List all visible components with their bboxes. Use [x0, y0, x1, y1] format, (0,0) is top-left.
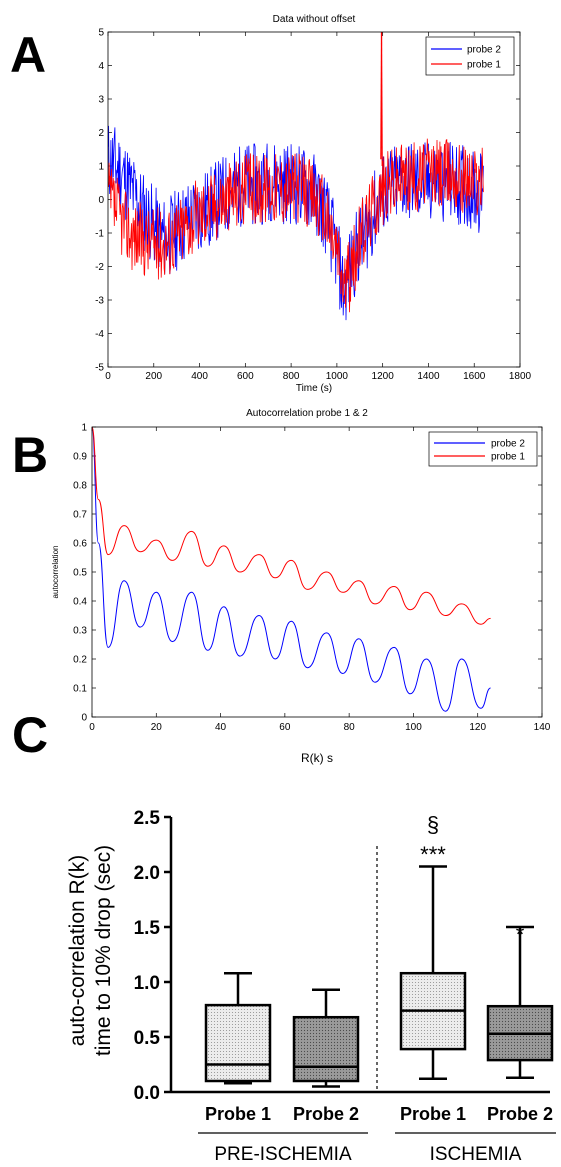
- y-tick-label: 0.6: [73, 539, 87, 550]
- x-tick-label: 1200: [372, 371, 395, 382]
- significance-mark: ***: [420, 842, 446, 867]
- x-tick-label: 200: [145, 371, 162, 382]
- x-tick-label: 80: [344, 722, 356, 733]
- category-label: Probe 1: [205, 1104, 271, 1124]
- y-tick-label: 0: [98, 195, 104, 206]
- group-label: ISCHEMIA: [430, 1144, 522, 1165]
- y-axis-label-line: auto-correlation R(k): [66, 855, 89, 1046]
- legend-label: probe 1: [467, 60, 501, 71]
- x-tick-label: 1600: [463, 371, 486, 382]
- y-tick-label: 0.5: [134, 1028, 161, 1049]
- y-tick-label: 0.7: [73, 510, 87, 521]
- x-tick-label: 0: [89, 722, 95, 733]
- y-tick-label: 0.2: [73, 655, 87, 666]
- y-tick-label: -2: [95, 262, 104, 273]
- box-body: [204, 1003, 272, 1083]
- significance-mark: §: [427, 812, 439, 837]
- series-line-probe-2: [91, 426, 491, 712]
- x-tick-label: 1000: [326, 371, 349, 382]
- x-tick-label: 20: [151, 722, 163, 733]
- significance-mark: *: [516, 922, 525, 947]
- x-tick-label: 800: [283, 371, 300, 382]
- y-tick-label: -3: [95, 296, 104, 307]
- y-tick-label: 0.3: [73, 626, 87, 637]
- series-spike-probe-1: [380, 31, 383, 167]
- legend-box: [428, 431, 538, 467]
- y-tick-label: 0.8: [73, 481, 87, 492]
- group-label: PRE-ISCHEMIA: [214, 1144, 352, 1165]
- x-tick-label: 120: [469, 722, 486, 733]
- y-tick-label: -5: [95, 363, 104, 374]
- y-tick-label: 0.1: [73, 684, 87, 695]
- y-tick-label: -1: [95, 229, 104, 240]
- panel-letter-a: A: [10, 27, 46, 83]
- plot-frame: [107, 31, 521, 368]
- x-tick-label: 1400: [417, 371, 440, 382]
- y-tick-label: 1: [81, 423, 87, 434]
- x-tick-label: 60: [279, 722, 291, 733]
- y-tick-label: 0.4: [73, 597, 87, 608]
- panel-letter-b: B: [12, 427, 48, 483]
- category-label: Probe 1: [400, 1104, 466, 1124]
- panel-a-chart: Data without offset Time (s) 0 200 400 600 800…: [95, 14, 531, 394]
- y-tick-label: 2.0: [134, 863, 160, 884]
- box-body: [292, 1015, 360, 1083]
- x-tick-label: 600: [237, 371, 254, 382]
- series-line-probe-1: [91, 426, 491, 625]
- y-axis-label: autocorrelation: [51, 546, 60, 599]
- y-tick-label: 1.0: [134, 973, 160, 994]
- panel-c-chart: 0.0 0.5 1.0 1.5 2.0 2.5 auto-correlation R(k) t…: [66, 808, 556, 1165]
- chart-title: Autocorrelation probe 1 & 2: [246, 408, 368, 419]
- y-tick-label: 5: [98, 28, 104, 39]
- y-tick-label: 1: [98, 162, 104, 173]
- y-tick-label: 0.9: [73, 452, 87, 463]
- panel-letter-c: C: [12, 707, 48, 763]
- x-tick-label: 140: [534, 722, 551, 733]
- y-tick-label: 0: [81, 713, 87, 724]
- legend-box: [425, 36, 515, 76]
- panel-b-chart: Autocorrelation probe 1 & 2 R(k) s autocor…: [51, 408, 551, 765]
- y-tick-label: 0.5: [73, 568, 87, 579]
- y-tick-label: 3: [98, 95, 104, 106]
- category-label: Probe 2: [293, 1104, 359, 1124]
- legend-label: probe 1: [491, 452, 525, 463]
- legend-label: probe 2: [467, 45, 501, 56]
- legend-label: probe 2: [491, 439, 525, 450]
- y-axis-label-line: time to 10% drop (sec): [92, 845, 115, 1056]
- x-tick-label: 40: [215, 722, 227, 733]
- x-tick-label: 0: [105, 371, 111, 382]
- series-line-probe-1: [108, 138, 484, 313]
- chart-title: Data without offset: [273, 14, 356, 25]
- x-axis-label: Time (s): [296, 383, 332, 394]
- plot-frame: [91, 426, 543, 718]
- x-tick-label: 1800: [509, 371, 532, 382]
- x-tick-label: 100: [405, 722, 422, 733]
- x-axis-label: R(k) s: [301, 751, 333, 765]
- y-tick-label: -4: [95, 329, 104, 340]
- y-tick-label: 4: [98, 61, 104, 72]
- y-tick-label: 2: [98, 128, 104, 139]
- y-tick-label: 0.0: [134, 1083, 160, 1104]
- category-label: Probe 2: [487, 1104, 553, 1124]
- x-tick-label: 400: [191, 371, 208, 382]
- y-tick-label: 1.5: [134, 918, 161, 939]
- y-tick-label: 2.5: [134, 808, 161, 829]
